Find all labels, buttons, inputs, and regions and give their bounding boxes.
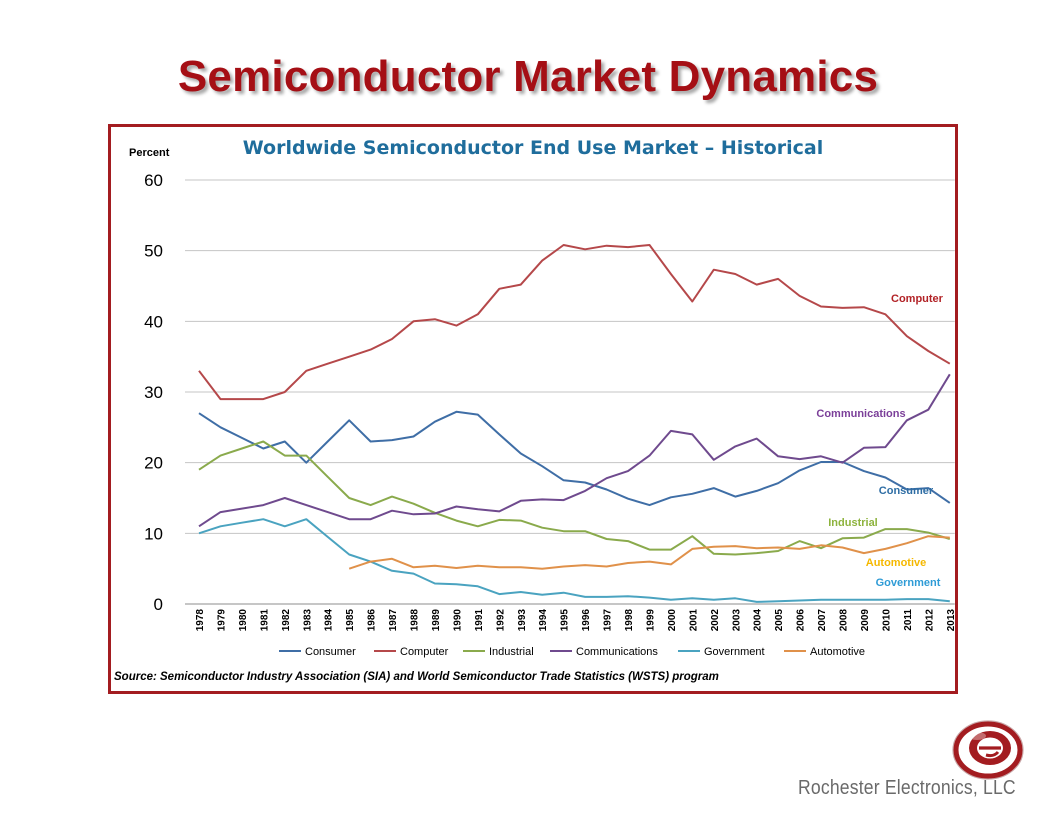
x-tick-label: 1992 (495, 609, 506, 632)
series-line-automotive (348, 535, 950, 570)
x-tick-label: 1995 (560, 609, 571, 632)
x-tick-label: 2010 (881, 609, 892, 632)
x-tick-label: 2012 (924, 609, 935, 632)
x-tick-label: 2011 (903, 609, 914, 631)
x-tick-label: 1984 (324, 609, 335, 632)
x-tick-label: 1998 (624, 609, 635, 632)
y-tick-label: 30 (144, 383, 163, 402)
x-tick-label: 2002 (710, 609, 721, 632)
x-tick-label: 1991 (474, 609, 485, 632)
slide-title: Semiconductor Market Dynamics (177, 52, 879, 101)
chart-title: Worldwide Semiconductor End Use Market –… (243, 137, 823, 159)
x-tick-label: 1986 (367, 609, 378, 632)
y-tick-label: 50 (144, 242, 163, 261)
series-line-communications (198, 373, 951, 528)
x-tick-label: 2009 (860, 609, 871, 632)
legend-label-automotive: Automotive (810, 646, 865, 658)
series-line-government (198, 518, 950, 603)
y-tick-label: 20 (144, 454, 163, 473)
x-tick-label: 1990 (452, 609, 463, 632)
y-tick-label: 0 (154, 595, 163, 614)
x-tick-label: 1999 (645, 609, 656, 632)
y-tick-label: 40 (144, 312, 163, 331)
series-label-automotive: Automotive (866, 557, 927, 569)
x-tick-label: 1994 (538, 609, 549, 632)
x-tick-label: 2013 (946, 609, 955, 632)
series-label-government: Government (876, 577, 941, 589)
x-tick-label: 1988 (410, 609, 421, 632)
x-tick-label: 1985 (345, 609, 356, 632)
x-tick-label: 1982 (281, 609, 292, 632)
x-tick-label: 2005 (774, 609, 785, 632)
series-label-computer: Computer (891, 293, 944, 305)
series-line-consumer (198, 410, 951, 507)
legend-label-government: Government (704, 646, 765, 658)
line-chart: Worldwide Semiconductor End Use Market –… (114, 137, 955, 683)
company-name: Rochester Electronics, LLC (798, 777, 1016, 799)
x-tick-label: 1997 (603, 609, 614, 632)
x-tick-label: 1981 (259, 609, 270, 632)
x-tick-label: 2000 (667, 609, 678, 632)
x-tick-label: 2004 (753, 609, 764, 632)
series-label-industrial: Industrial (828, 517, 878, 529)
y-axis-label: Percent (129, 147, 170, 159)
legend-label-computer: Computer (400, 646, 449, 658)
x-tick-label: 1980 (238, 609, 249, 632)
x-tick-label: 1987 (388, 609, 399, 632)
source-note: Source: Semiconductor Industry Associati… (114, 671, 719, 683)
x-tick-label: 2006 (796, 609, 807, 632)
y-tick-label: 60 (144, 171, 163, 190)
y-tick-label: 10 (144, 524, 163, 543)
x-tick-label: 2008 (839, 609, 850, 632)
series-line-computer (198, 244, 951, 401)
legend-label-industrial: Industrial (489, 646, 534, 658)
legend-label-consumer: Consumer (305, 646, 356, 658)
x-tick-label: 1989 (431, 609, 442, 632)
x-tick-label: 2003 (731, 609, 742, 632)
x-tick-label: 1979 (216, 609, 227, 632)
x-tick-label: 1993 (517, 609, 528, 632)
rochester-electronics-logo (950, 716, 1026, 787)
series-label-communications: Communications (816, 408, 905, 420)
x-tick-label: 2001 (688, 609, 699, 632)
x-tick-label: 2007 (817, 609, 828, 632)
x-tick-label: 1978 (195, 609, 206, 632)
chart-frame: Worldwide Semiconductor End Use Market –… (108, 124, 958, 694)
legend-label-communications: Communications (576, 646, 658, 658)
logo-icon (952, 720, 1024, 780)
x-tick-label: 1996 (581, 609, 592, 632)
series-label-consumer: Consumer (879, 485, 934, 497)
x-tick-label: 1983 (302, 609, 313, 632)
